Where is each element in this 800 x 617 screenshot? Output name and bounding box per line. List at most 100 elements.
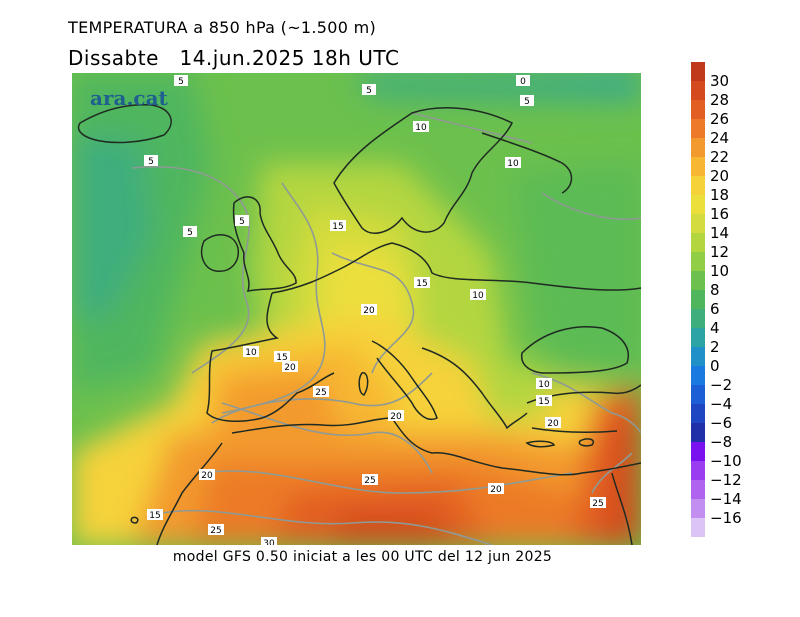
chart-subtitle-date: Dissabte 14.jun.2025 18h UTC [68,46,400,70]
svg-text:10: 10 [472,291,484,301]
contour-label: 15 [414,277,430,289]
svg-text:25: 25 [210,526,221,536]
legend-label: 12 [710,243,729,261]
svg-text:20: 20 [390,412,402,422]
contour-label: 20 [282,361,298,373]
legend-label: −16 [710,509,742,527]
legend-swatch [691,62,705,81]
chart-title: TEMPERATURA a 850 hPa (~1.500 m) [68,18,377,37]
contour-label: 15 [147,509,163,521]
legend-label: −4 [710,395,732,413]
contour-label: 25 [313,386,329,398]
legend-swatch [691,499,705,518]
contour-label: 25 [590,497,606,509]
svg-text:30: 30 [263,539,275,545]
svg-text:20: 20 [284,363,296,373]
legend-label: 26 [710,110,729,128]
legend-swatch [691,157,705,176]
legend-label: 6 [710,300,720,318]
contour-label: 10 [505,157,521,169]
svg-text:5: 5 [187,228,193,238]
svg-text:5: 5 [366,86,372,96]
legend-swatch [691,366,705,385]
legend-label: 20 [710,167,729,185]
svg-text:15: 15 [538,397,549,407]
legend-swatch [691,309,705,328]
svg-text:15: 15 [416,279,427,289]
legend-swatch [691,233,705,252]
legend-swatch [691,271,705,290]
legend-swatch [691,442,705,461]
legend-swatch [691,290,705,309]
legend-label: −6 [710,414,732,432]
legend-swatch [691,404,705,423]
model-run-info: model GFS 0.50 iniciat a les 00 UTC del … [172,549,553,565]
legend-label: 28 [710,91,729,109]
legend-label: 2 [710,338,720,356]
legend-swatch [691,119,705,138]
isotherm-contours [131,112,641,545]
svg-text:10: 10 [415,123,427,133]
contour-label: 0 [516,75,530,87]
svg-text:25: 25 [364,476,375,486]
svg-text:20: 20 [201,471,213,481]
legend-swatch [691,138,705,157]
legend-swatch [691,461,705,480]
color-legend: 302826242220181614121086420−2−4−6−8−10−1… [691,62,742,537]
legend-swatch [691,423,705,442]
svg-text:15: 15 [332,222,343,232]
svg-text:25: 25 [315,388,326,398]
legend-swatch [691,176,705,195]
legend-label: −10 [710,452,742,470]
svg-text:10: 10 [538,380,550,390]
svg-text:15: 15 [276,353,287,363]
svg-text:20: 20 [363,306,375,316]
contour-label: 25 [208,524,224,536]
contour-label: 5 [174,75,188,87]
contour-label: 5 [362,84,376,96]
legend-swatch [691,195,705,214]
contour-label: 15 [274,351,290,363]
svg-text:0: 0 [520,77,526,87]
svg-text:5: 5 [178,77,184,87]
contour-label: 20 [199,469,215,481]
svg-text:5: 5 [524,97,530,107]
legend-label: 16 [710,205,729,223]
contour-label: 5 [520,95,534,107]
contour-label: 15 [330,220,346,232]
contour-labels: 5 5 0 5 10 5 10 5 5 15 15 10 20 10 15 20… [144,75,606,545]
legend-label: 30 [710,72,729,90]
legend-label: 10 [710,262,729,280]
legend-label: −2 [710,376,732,394]
legend-label: 22 [710,148,729,166]
temperature-map: ara.cat 5 5 0 5 10 5 10 5 5 15 15 10 20 … [72,73,641,545]
contour-label: 5 [235,215,249,227]
legend-swatch [691,347,705,366]
svg-text:5: 5 [239,217,245,227]
legend-label: −12 [710,471,742,489]
legend-label: 14 [710,224,729,242]
legend-swatch [691,252,705,271]
contour-label: 5 [144,155,158,167]
svg-text:20: 20 [490,485,502,495]
contour-label: 10 [413,121,429,133]
legend-swatch [691,518,705,537]
contour-label: 15 [536,395,552,407]
legend-swatch [691,100,705,119]
contour-label: 5 [183,226,197,238]
contour-label: 10 [243,346,259,358]
svg-text:5: 5 [148,157,154,167]
contour-label: 25 [362,474,378,486]
contour-label: 10 [470,289,486,301]
svg-text:10: 10 [507,159,519,169]
svg-text:15: 15 [149,511,160,521]
contour-label: 20 [361,304,377,316]
legend-label: 8 [710,281,720,299]
legend-swatch [691,328,705,347]
svg-text:25: 25 [592,499,603,509]
legend-swatch [691,81,705,100]
contour-label: 20 [488,483,504,495]
svg-text:10: 10 [245,348,257,358]
legend-label: 18 [710,186,729,204]
legend-label: 0 [710,357,720,375]
